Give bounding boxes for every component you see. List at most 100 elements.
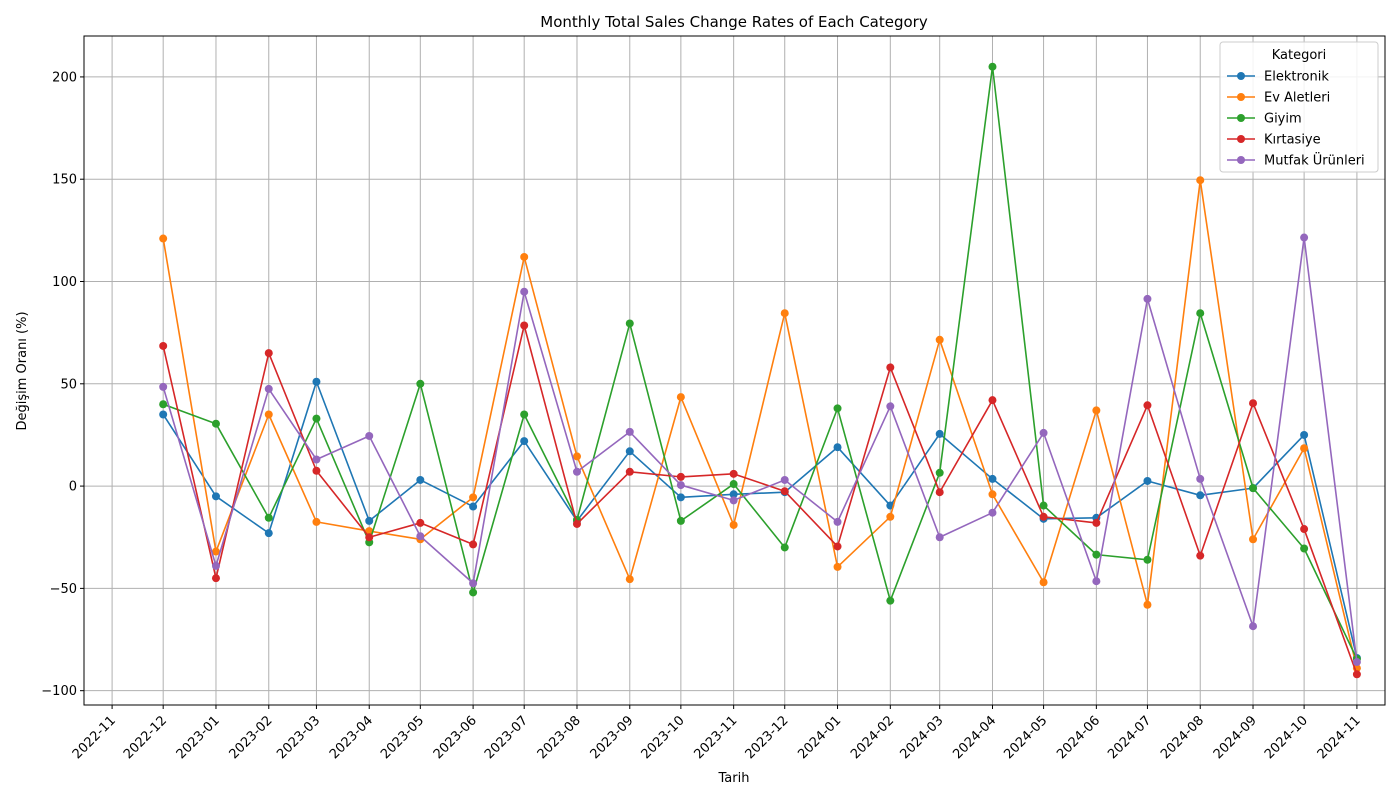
data-point — [520, 252, 529, 261]
legend-box — [1219, 41, 1379, 173]
y-tick-label: −50 — [50, 582, 77, 597]
data-point — [729, 469, 738, 478]
legend-swatch-marker — [1237, 135, 1245, 143]
data-point — [729, 496, 738, 505]
data-point — [1352, 658, 1361, 667]
data-point — [365, 527, 374, 536]
data-point — [1039, 512, 1048, 521]
plot-frame — [83, 35, 1386, 706]
legend-label: Giyim — [1264, 112, 1302, 127]
data-point — [1300, 525, 1309, 534]
data-point — [312, 414, 321, 423]
data-point — [886, 512, 895, 521]
data-point — [211, 561, 220, 570]
data-point — [886, 363, 895, 372]
data-point — [780, 487, 789, 496]
data-point — [159, 234, 168, 243]
data-point — [935, 429, 944, 438]
data-point — [729, 480, 738, 489]
x-axis-label: Tarih — [718, 771, 750, 786]
data-point — [469, 502, 478, 511]
data-point — [1092, 518, 1101, 527]
data-point — [676, 393, 685, 402]
data-point — [211, 574, 220, 583]
data-point — [676, 472, 685, 481]
y-tick-label: −100 — [41, 684, 77, 699]
data-point — [1196, 491, 1205, 500]
data-point — [520, 287, 529, 296]
data-point — [469, 493, 478, 502]
data-point — [211, 492, 220, 501]
data-point — [1249, 484, 1258, 493]
legend-title: Kategori — [1272, 48, 1327, 63]
grid-lines — [84, 36, 1385, 705]
data-point — [159, 341, 168, 350]
data-point — [211, 547, 220, 556]
data-point — [988, 474, 997, 483]
series-Mutfak Ürünleri — [159, 233, 1361, 667]
data-point — [886, 596, 895, 605]
data-point — [1300, 544, 1309, 553]
data-point — [625, 319, 634, 328]
data-point — [264, 410, 273, 419]
data-point — [780, 543, 789, 552]
data-point — [159, 382, 168, 391]
y-axis-label: Değişim Oranı (%) — [15, 311, 30, 430]
data-point — [520, 410, 529, 419]
data-point — [572, 467, 581, 476]
data-point — [264, 349, 273, 358]
data-point — [988, 508, 997, 517]
y-axis: 200 150 100 50 0 −50 −100 — [41, 70, 84, 699]
data-point — [625, 467, 634, 476]
data-point — [572, 452, 581, 461]
data-point — [469, 579, 478, 588]
data-point — [833, 443, 842, 452]
data-point — [1039, 501, 1048, 510]
data-point — [1092, 406, 1101, 415]
data-point — [833, 562, 842, 571]
series-line — [162, 380, 1358, 659]
data-point — [211, 419, 220, 428]
legend-label: Elektronik — [1264, 70, 1329, 85]
data-point — [833, 517, 842, 526]
data-point — [1249, 535, 1258, 544]
data-point — [780, 309, 789, 318]
data-point — [625, 447, 634, 456]
data-point — [676, 516, 685, 525]
series-Kırtasiye — [159, 321, 1361, 679]
data-point — [988, 396, 997, 405]
data-point — [416, 532, 425, 541]
data-point — [469, 588, 478, 597]
legend-item: Kırtasiye — [1227, 133, 1321, 148]
legend-item: Giyim — [1227, 112, 1302, 127]
data-point — [1300, 444, 1309, 453]
data-point — [1300, 233, 1309, 242]
chart-title: Monthly Total Sales Change Rates of Each… — [540, 13, 928, 31]
data-point — [935, 335, 944, 344]
legend-label: Mutfak Ürünleri — [1264, 152, 1365, 169]
series-Ev Aletleri — [159, 176, 1361, 673]
data-point — [1143, 294, 1152, 303]
series-layer — [159, 62, 1361, 679]
data-point — [469, 540, 478, 549]
data-point — [572, 519, 581, 528]
y-tick-label: 0 — [69, 480, 77, 495]
data-point — [886, 402, 895, 411]
y-tick-label: 150 — [52, 173, 77, 188]
data-point — [1196, 551, 1205, 560]
data-point — [1039, 428, 1048, 437]
data-point — [365, 533, 374, 542]
data-point — [1352, 670, 1361, 679]
data-point — [676, 493, 685, 502]
data-point — [159, 400, 168, 409]
data-point — [833, 542, 842, 551]
data-point — [159, 410, 168, 419]
legend-swatch-marker — [1237, 72, 1245, 80]
data-point — [1196, 309, 1205, 318]
data-point — [988, 62, 997, 71]
data-point — [312, 466, 321, 475]
data-point — [1196, 176, 1205, 185]
legend-swatch-marker — [1237, 93, 1245, 101]
data-point — [520, 437, 529, 446]
data-point — [1196, 474, 1205, 483]
